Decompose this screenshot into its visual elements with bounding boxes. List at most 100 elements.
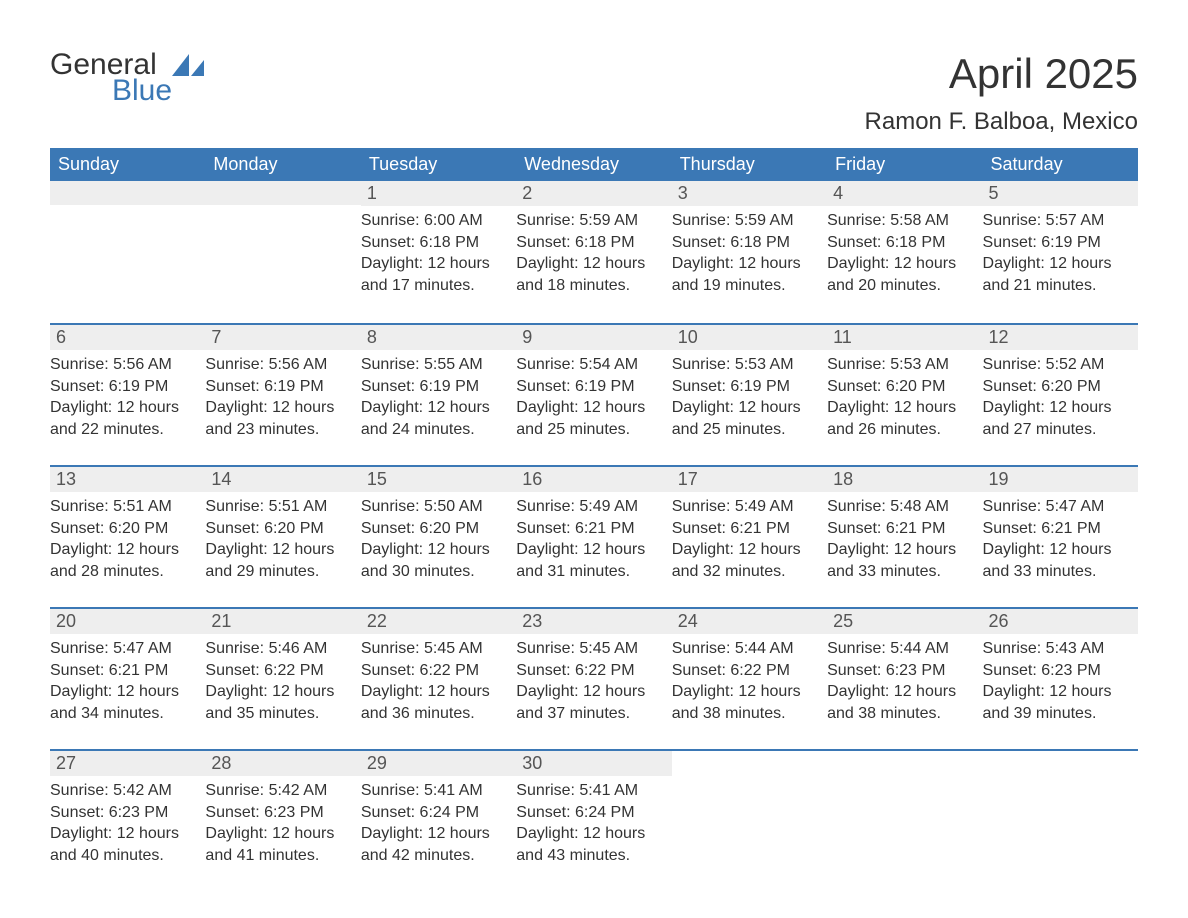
day-number: 1 [361, 181, 516, 206]
sunset-line: Sunset: 6:23 PM [983, 660, 1132, 682]
day-cell: 15Sunrise: 5:50 AMSunset: 6:20 PMDayligh… [361, 467, 516, 607]
daylight-line: Daylight: 12 hours and 39 minutes. [983, 681, 1132, 724]
daylight-line: Daylight: 12 hours and 27 minutes. [983, 397, 1132, 440]
location-label: Ramon F. Balboa, Mexico [865, 108, 1138, 136]
sunset-line: Sunset: 6:19 PM [205, 376, 354, 398]
sunrise-line: Sunrise: 5:59 AM [516, 210, 665, 232]
sunrise-line: Sunrise: 5:45 AM [361, 638, 510, 660]
week-row: 20Sunrise: 5:47 AMSunset: 6:21 PMDayligh… [50, 607, 1138, 749]
day-number: 23 [516, 609, 671, 634]
title-block: April 2025 Ramon F. Balboa, Mexico [865, 50, 1138, 136]
weeks-container: 1 Sunrise: 6:00 AM Sunset: 6:18 PM Daylight… [50, 181, 1138, 891]
sunset-line: Sunset: 6:22 PM [672, 660, 821, 682]
day-cell: 29Sunrise: 5:41 AMSunset: 6:24 PMDayligh… [361, 751, 516, 891]
day-cell: 12Sunrise: 5:52 AMSunset: 6:20 PMDayligh… [983, 325, 1138, 465]
daylight-line: Daylight: 12 hours and 28 minutes. [50, 539, 199, 582]
month-title: April 2025 [865, 50, 1138, 98]
sunset-line: Sunset: 6:20 PM [205, 518, 354, 540]
brand-logo: General Blue [50, 50, 206, 106]
day-content: Sunrise: 5:50 AMSunset: 6:20 PMDaylight:… [361, 492, 516, 586]
brand-word-2: Blue [112, 76, 172, 106]
day-content: Sunrise: 5:57 AMSunset: 6:19 PMDaylight:… [983, 206, 1138, 300]
sunrise-line: Sunrise: 6:00 AM [361, 210, 510, 232]
day-cell: 20Sunrise: 5:47 AMSunset: 6:21 PMDayligh… [50, 609, 205, 749]
sunset-line: Sunset: 6:22 PM [205, 660, 354, 682]
sunrise-line: Sunrise: 5:59 AM [672, 210, 821, 232]
sunrise-line: Sunrise: 5:46 AM [205, 638, 354, 660]
day-number: 22 [361, 609, 516, 634]
sunrise-line: Sunrise: 5:51 AM [205, 496, 354, 518]
daylight-line: Daylight: 12 hours and 36 minutes. [361, 681, 510, 724]
day-content: Sunrise: 5:44 AMSunset: 6:22 PMDaylight:… [672, 634, 827, 728]
day-number: 21 [205, 609, 360, 634]
sunset-line: Sunset: 6:22 PM [516, 660, 665, 682]
daylight-line: Daylight: 12 hours and 31 minutes. [516, 539, 665, 582]
day-cell: 5Sunrise: 5:57 AMSunset: 6:19 PMDaylight… [983, 181, 1138, 323]
day-cell [205, 181, 360, 323]
daylight-line: Daylight: 12 hours and 22 minutes. [50, 397, 199, 440]
sunset-line: Sunset: 6:24 PM [516, 802, 665, 824]
daylight-line: Daylight: 12 hours and 21 minutes. [983, 253, 1132, 296]
day-content: Sunrise: 5:59 AMSunset: 6:18 PMDaylight:… [516, 206, 671, 300]
weekday-header-row: SundayMondayTuesdayWednesdayThursdayFrid… [50, 148, 1138, 181]
daylight-line: Daylight: 12 hours and 34 minutes. [50, 681, 199, 724]
sunset-line: Sunset: 6:20 PM [827, 376, 976, 398]
weekday-header: Thursday [672, 148, 827, 181]
sunset-line: Sunset: 6:21 PM [827, 518, 976, 540]
day-content: Sunrise: 5:42 AMSunset: 6:23 PMDaylight:… [205, 776, 360, 870]
sunset-line: Sunset: 6:19 PM [672, 376, 821, 398]
daylight-line: Daylight: 12 hours and 42 minutes. [361, 823, 510, 866]
day-cell: 13Sunrise: 5:51 AMSunset: 6:20 PMDayligh… [50, 467, 205, 607]
day-cell: 2Sunrise: 5:59 AMSunset: 6:18 PMDaylight… [516, 181, 671, 323]
sunrise-line: Sunrise: 5:43 AM [983, 638, 1132, 660]
sunrise-line: Sunrise: 5:56 AM [50, 354, 199, 376]
sunrise-line: Sunrise: 5:53 AM [827, 354, 976, 376]
day-cell: 19Sunrise: 5:47 AMSunset: 6:21 PMDayligh… [983, 467, 1138, 607]
sunset-line: Sunset: 6:19 PM [516, 376, 665, 398]
sunset-line: Sunset: 6:18 PM [516, 232, 665, 254]
sunrise-line: Sunrise: 5:41 AM [516, 780, 665, 802]
day-content: Sunrise: 5:49 AMSunset: 6:21 PMDaylight:… [516, 492, 671, 586]
day-number: 8 [361, 325, 516, 350]
day-content: Sunrise: 5:58 AMSunset: 6:18 PMDaylight:… [827, 206, 982, 300]
sail-icon [172, 54, 206, 87]
day-cell [50, 181, 205, 323]
day-number [983, 751, 1138, 775]
day-content: Sunrise: 5:56 AMSunset: 6:19 PMDaylight:… [205, 350, 360, 444]
day-cell: 10Sunrise: 5:53 AMSunset: 6:19 PMDayligh… [672, 325, 827, 465]
day-cell: 23Sunrise: 5:45 AMSunset: 6:22 PMDayligh… [516, 609, 671, 749]
day-cell [983, 751, 1138, 891]
daylight-line: Daylight: 12 hours and 35 minutes. [205, 681, 354, 724]
day-cell: 16Sunrise: 5:49 AMSunset: 6:21 PMDayligh… [516, 467, 671, 607]
day-content: Sunrise: 5:47 AMSunset: 6:21 PMDaylight:… [983, 492, 1138, 586]
sunset-line: Sunset: 6:21 PM [516, 518, 665, 540]
sunrise-line: Sunrise: 5:51 AM [50, 496, 199, 518]
day-content: Sunrise: 5:46 AMSunset: 6:22 PMDaylight:… [205, 634, 360, 728]
day-content: Sunrise: 5:42 AMSunset: 6:23 PMDaylight:… [50, 776, 205, 870]
week-row: 27Sunrise: 5:42 AMSunset: 6:23 PMDayligh… [50, 749, 1138, 891]
day-content: Sunrise: 5:53 AMSunset: 6:20 PMDaylight:… [827, 350, 982, 444]
day-content: Sunrise: 5:55 AMSunset: 6:19 PMDaylight:… [361, 350, 516, 444]
sunrise-line: Sunrise: 5:56 AM [205, 354, 354, 376]
day-cell: 11Sunrise: 5:53 AMSunset: 6:20 PMDayligh… [827, 325, 982, 465]
day-content: Sunrise: 5:59 AMSunset: 6:18 PMDaylight:… [672, 206, 827, 300]
weekday-header: Sunday [50, 148, 205, 181]
daylight-line: Daylight: 12 hours and 30 minutes. [361, 539, 510, 582]
sunset-line: Sunset: 6:21 PM [672, 518, 821, 540]
sunset-line: Sunset: 6:19 PM [983, 232, 1132, 254]
day-number [205, 181, 360, 205]
brand-text: General Blue [50, 50, 172, 106]
sunrise-line: Sunrise: 5:42 AM [50, 780, 199, 802]
day-content: Sunrise: 5:47 AMSunset: 6:21 PMDaylight:… [50, 634, 205, 728]
day-content: Sunrise: 5:49 AMSunset: 6:21 PMDaylight:… [672, 492, 827, 586]
header: General Blue April 2025 Ramon F. Balboa,… [50, 50, 1138, 136]
weekday-header: Saturday [983, 148, 1138, 181]
sunrise-line: Sunrise: 5:45 AM [516, 638, 665, 660]
sunset-line: Sunset: 6:18 PM [672, 232, 821, 254]
sunrise-line: Sunrise: 5:42 AM [205, 780, 354, 802]
calendar: SundayMondayTuesdayWednesdayThursdayFrid… [50, 148, 1138, 891]
day-cell: 26Sunrise: 5:43 AMSunset: 6:23 PMDayligh… [983, 609, 1138, 749]
sunset-line: Sunset: 6:19 PM [50, 376, 199, 398]
day-cell: 25Sunrise: 5:44 AMSunset: 6:23 PMDayligh… [827, 609, 982, 749]
day-number: 29 [361, 751, 516, 776]
